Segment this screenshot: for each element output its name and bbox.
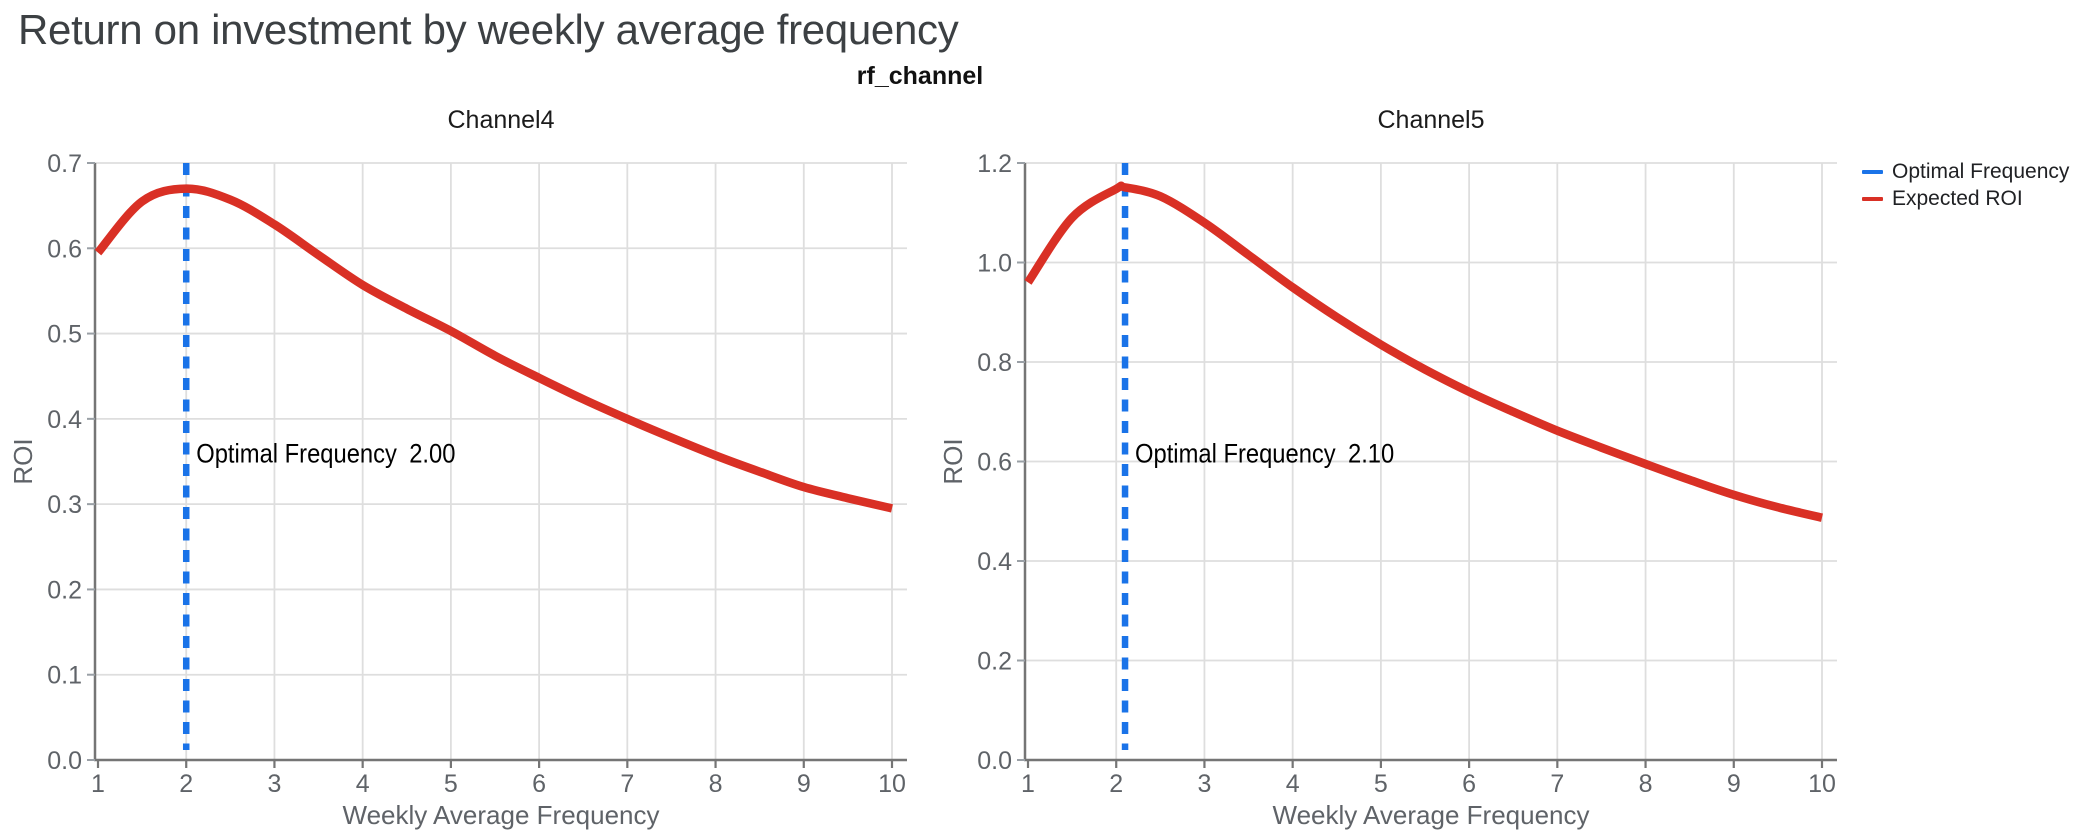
- expected-roi-legend-swatch: [1862, 196, 1883, 201]
- facet-title: rf_channel: [856, 62, 984, 90]
- y-tick-label: 0.1: [47, 662, 82, 690]
- x-tick-label: 7: [620, 770, 634, 798]
- legend: Optimal Frequency Expected ROI: [1862, 158, 2069, 212]
- x-tick-label: 9: [1727, 770, 1741, 798]
- x-tick-label: 1: [91, 770, 105, 798]
- optimal-frequency-legend-swatch: [1862, 169, 1883, 174]
- x-tick-label: 2: [179, 770, 193, 798]
- y-tick-label: 1.2: [977, 150, 1012, 178]
- x-tick-label: 4: [356, 770, 370, 798]
- y-tick-label: 0.4: [47, 406, 82, 434]
- x-tick-label: 5: [1374, 770, 1388, 798]
- y-tick-label: 0.8: [977, 349, 1012, 377]
- x-tick-label: 1: [1021, 770, 1035, 798]
- x-tick-label: 6: [532, 770, 546, 798]
- y-tick-label: 0.5: [47, 321, 82, 349]
- expected-roi-curve: [1024, 181, 1823, 522]
- x-tick-label: 3: [267, 770, 281, 798]
- legend-label: Optimal Frequency: [1892, 159, 2070, 183]
- expected-roi-curve: [94, 184, 893, 513]
- y-tick-label: 0.2: [977, 648, 1012, 676]
- y-tick-label: 0.2: [47, 576, 82, 604]
- y-tick-label: 1.0: [977, 250, 1012, 278]
- x-tick-label: 3: [1197, 770, 1211, 798]
- x-tick-label: 7: [1550, 770, 1564, 798]
- x-tick-label: 10: [1808, 770, 1836, 798]
- x-tick-label: 8: [1639, 770, 1653, 798]
- y-tick-label: 0.6: [47, 235, 82, 263]
- y-tick-label: 0.6: [977, 449, 1012, 477]
- optimal-frequency-annotation: Optimal Frequency 2.10: [1135, 439, 1394, 469]
- legend-label: Expected ROI: [1892, 186, 2023, 210]
- channel4-chart: 1 2 3 4 5 6 7 8 9 10 0.0 0.1 0.2 0.3 0.4 0.5 0.6 0.7 Weekl…: [8, 106, 907, 830]
- y-tick-label: 0.3: [47, 491, 82, 519]
- x-tick-label: 6: [1462, 770, 1476, 798]
- page-title: Return on investment by weekly average f…: [18, 6, 959, 53]
- channel5-chart: 1 2 3 4 5 6 7 8 9 10 0.0 0.2 0.4 0.6 0.8 1.0 1.2 Weekly A…: [938, 106, 1837, 830]
- x-axis-title: Weekly Average Frequency: [343, 800, 660, 830]
- y-tick-label: 0.4: [977, 548, 1012, 576]
- channel-title: Channel4: [447, 106, 554, 134]
- y-axis-title: ROI: [8, 438, 38, 484]
- x-tick-label: 10: [878, 770, 906, 798]
- channel-title: Channel5: [1377, 106, 1484, 134]
- y-tick-label: 0.0: [977, 747, 1012, 775]
- legend-item-optimal-frequency: Optimal Frequency: [1862, 158, 2069, 185]
- optimal-frequency-annotation: Optimal Frequency 2.00: [196, 439, 455, 469]
- y-tick-label: 0.0: [47, 747, 82, 775]
- x-tick-label: 8: [709, 770, 723, 798]
- x-tick-label: 9: [797, 770, 811, 798]
- x-tick-label: 5: [444, 770, 458, 798]
- y-tick-label: 0.7: [47, 150, 82, 178]
- y-axis-title: ROI: [938, 438, 968, 484]
- x-tick-label: 2: [1109, 770, 1123, 798]
- x-tick-label: 4: [1286, 770, 1300, 798]
- legend-item-expected-roi: Expected ROI: [1862, 185, 2069, 212]
- x-axis-title: Weekly Average Frequency: [1273, 800, 1590, 830]
